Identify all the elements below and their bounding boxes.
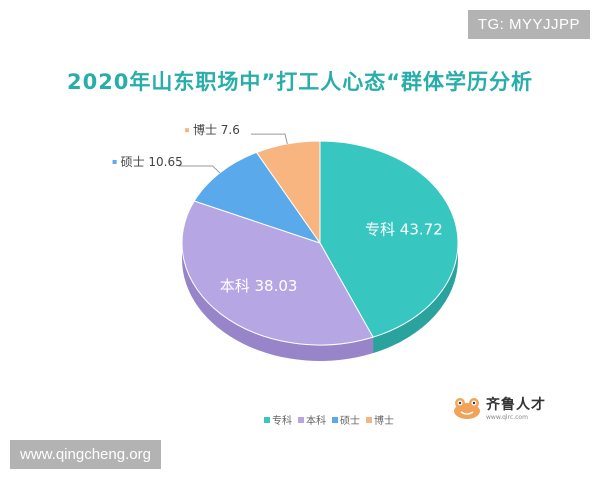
pie-label-0: 专科 43.72 <box>365 221 443 239</box>
chart-legend: 专科 本科 硕士 博士 <box>264 412 394 427</box>
pie-slice-3 <box>255 140 321 245</box>
logo-url: www.qlrc.com <box>486 414 528 421</box>
label-swatch-2 <box>112 159 117 164</box>
leader-line-2 <box>178 165 221 174</box>
chart-title: 2020年山东职场中”打工人心态“群体学历分析 <box>66 70 534 94</box>
legend-swatch <box>264 416 270 423</box>
legend-label: 博士 <box>374 416 394 427</box>
pie-label-2: 硕士 10.65 <box>121 155 183 169</box>
leader-line-3 <box>250 133 288 145</box>
legend-label: 本科 <box>306 416 326 427</box>
legend-swatch <box>366 416 372 423</box>
pie-label-1: 本科 38.03 <box>220 277 298 295</box>
legend-label: 硕士 <box>340 416 360 427</box>
legend-item-zhuanke: 专科 <box>264 412 292 427</box>
brand-logo: 齐鲁人才 www.qlrc.com <box>452 394 546 421</box>
pie-label-3: 博士 7.6 <box>193 122 240 137</box>
watermark-url: www.qingcheng.org <box>10 440 161 469</box>
label-swatch-3 <box>184 128 189 133</box>
pie-slice-0 <box>319 140 459 338</box>
legend-swatch <box>332 416 338 423</box>
legend-item-boshi: 博士 <box>366 412 394 427</box>
pie-side-0 <box>373 243 458 354</box>
legend-swatch <box>298 416 304 423</box>
legend-label: 专科 <box>272 416 292 427</box>
pie-slice-1 <box>181 200 374 346</box>
pie-side-1 <box>182 243 374 361</box>
watermark-tag: TG: MYYJJPP <box>467 10 590 39</box>
frog-icon <box>454 397 480 419</box>
logo-name: 齐鲁人才 <box>486 397 546 413</box>
legend-item-benke: 本科 <box>298 412 326 427</box>
legend-item-shuoshi: 硕士 <box>332 412 360 427</box>
